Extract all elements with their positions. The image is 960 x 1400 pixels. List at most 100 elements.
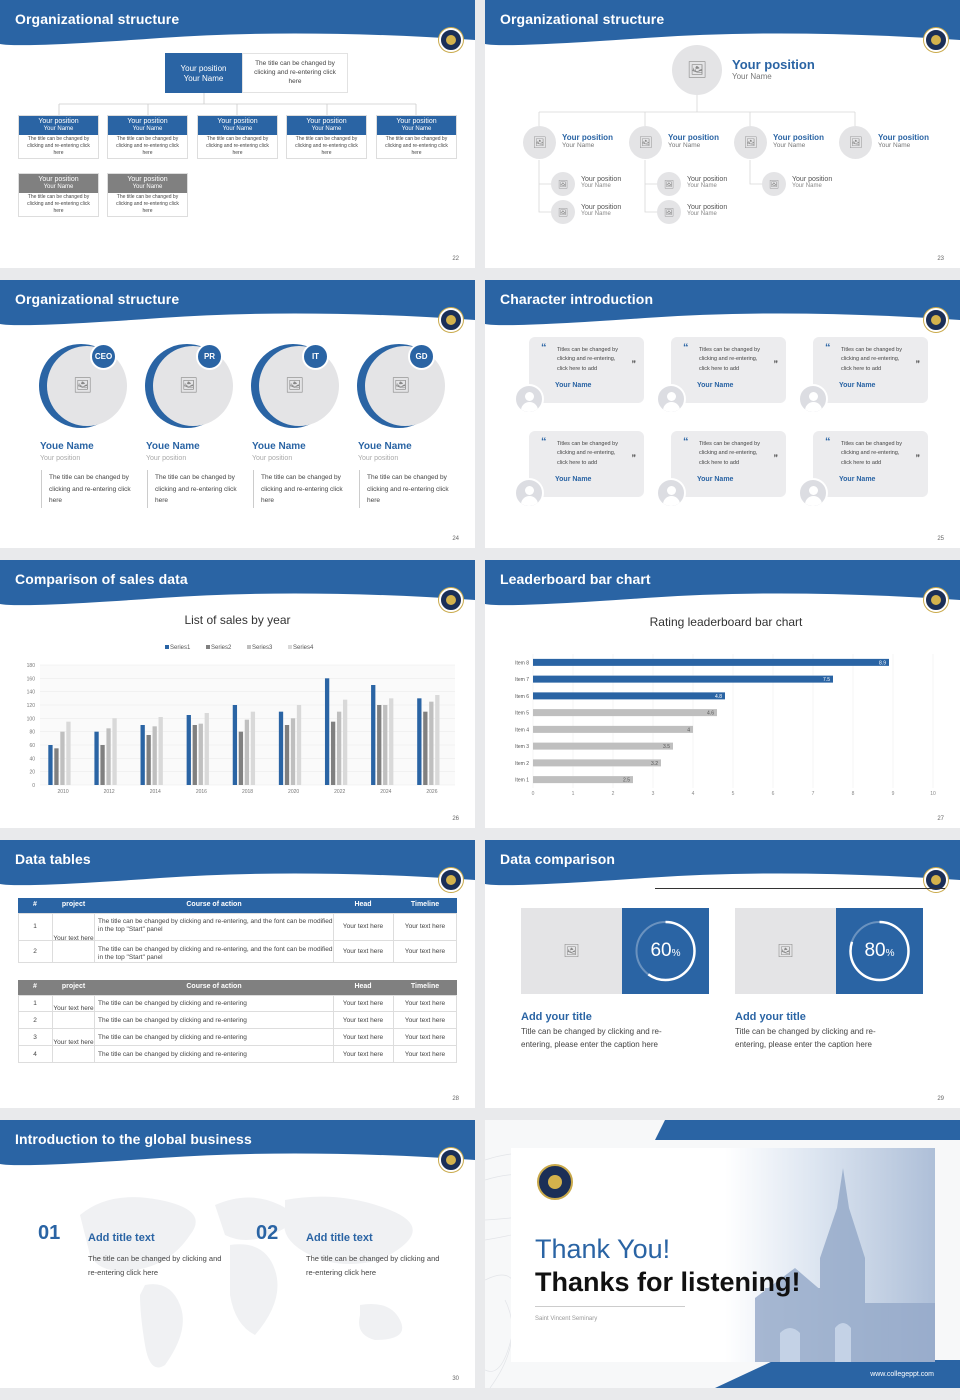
picture-plus-icon: 🖼 [391, 377, 411, 394]
member-avatar: 🖼 [629, 126, 662, 159]
image-placeholder: 🖼 [735, 908, 836, 994]
quote-icon: “ [683, 436, 689, 448]
org-member-box[interactable]: Your position Your Name The title can be c… [18, 173, 99, 217]
org-member-box[interactable]: Your position Your Name The title can be c… [197, 115, 278, 159]
seminary-seal-logo [439, 1148, 463, 1172]
org-note: The title can be changed by clicking and… [206, 135, 269, 156]
seminary-seal-logo [439, 308, 463, 332]
x-tick-label: 2014 [150, 789, 161, 795]
page-number: 23 [937, 256, 944, 262]
slide-28: Data tables # project Course of action Head… [0, 840, 475, 1108]
quote-icon: “ [541, 436, 547, 448]
divider [535, 1306, 685, 1307]
table-row[interactable]: 3 The title can be changed by clicking an… [18, 1029, 457, 1046]
percent-value: 80% [836, 940, 923, 962]
table-header-cell: project [61, 901, 86, 908]
leaderboard-bar-chart: 0 1 2 3 4 5 6 7 8 9 10 Item 8 8.9 Item 7 7.5 Item 6 4.8 I… [515, 654, 936, 797]
y-tick-label: 160 [27, 676, 36, 682]
slide-title: Organizational structure [500, 11, 665, 27]
org-position: Your position [217, 118, 258, 125]
table-row[interactable]: 2 The title can be changed by clicking an… [18, 1012, 457, 1029]
x-tick-label: 6 [772, 791, 775, 797]
y-tick-label: 20 [29, 770, 35, 776]
bar [198, 723, 203, 785]
slide-23: Organizational structure 🖼 Your position… [485, 0, 960, 268]
x-tick-label: 10 [930, 791, 936, 797]
org-name: Your Name [311, 126, 342, 133]
org-member-box[interactable]: Your position Your Name The title can be c… [18, 115, 99, 159]
bar [533, 742, 673, 750]
table-row[interactable]: 1 The title can be changed by clicking an… [18, 913, 457, 941]
slide-title: Organizational structure [15, 11, 180, 27]
org-member-box[interactable]: Your position Your Name The title can be c… [376, 115, 457, 159]
bar [106, 728, 111, 785]
y-tick-label: Item 6 [515, 694, 529, 700]
y-tick-label: Item 8 [515, 660, 529, 666]
user-avatar-icon [514, 384, 544, 414]
x-tick-label: 2022 [334, 789, 345, 795]
member-avatar: 🖼 [657, 200, 681, 224]
bar-value-label: 4.8 [715, 694, 722, 700]
table-header-cell: Head [354, 983, 372, 990]
picture-plus-icon: 🖼 [768, 179, 780, 189]
quote-text: Titles can be changed by clicking and re… [699, 347, 760, 372]
top-position: Your position [732, 57, 815, 72]
x-tick-label: 2010 [57, 789, 68, 795]
percent-panel: 60% [622, 908, 709, 994]
member-divider [253, 470, 254, 508]
world-map-background [80, 1196, 413, 1368]
slide-header: Leaderboard bar chart [485, 560, 960, 612]
org-member-box[interactable]: Your position Your Name The title can be c… [107, 115, 188, 159]
bar [152, 726, 157, 785]
page-number: 29 [937, 1096, 944, 1102]
thank-you-heading: Thank You! [535, 1234, 671, 1264]
org-member-header: Your position Your Name [198, 116, 277, 135]
org-member-header: Your position Your Name [108, 116, 187, 135]
avatar-top: 🖼 [672, 45, 722, 95]
y-tick-label: 120 [27, 703, 36, 709]
quote-card: “ Titles can be changed by clicking and r… [813, 431, 928, 497]
seminary-seal-logo [924, 588, 948, 612]
course-of-action: The title can be changed by clicking and… [98, 1017, 247, 1024]
item-description: The title can be changed by clicking and… [306, 1254, 440, 1278]
bar [146, 735, 151, 785]
table-header-cell: # [33, 901, 37, 908]
org-top-box[interactable]: Your position Your Name [165, 53, 242, 93]
member-position: Your position [358, 455, 399, 462]
bar [324, 678, 330, 785]
quote-text: Titles can be changed by clicking and re… [557, 441, 618, 466]
org-member-box[interactable]: Your position Your Name The title can be c… [286, 115, 367, 159]
head-cell: Your text here [342, 1034, 384, 1041]
slide-title: Organizational structure [15, 291, 180, 307]
org-name: Your Name [132, 126, 163, 133]
website-link[interactable]: www.collegeppt.com [870, 1371, 934, 1378]
card-description: Title can be changed by clicking and re-… [735, 1027, 876, 1049]
slide-header: Organizational structure [485, 0, 960, 52]
timeline-cell: Your text here [404, 1000, 446, 1007]
dept-badge: IT [302, 343, 329, 370]
slide-29: Data comparison 🖼 60% Add your title Title … [485, 840, 960, 1108]
slide-title: Data tables [15, 851, 91, 867]
member-avatar: 🖼 [839, 126, 872, 159]
percent-number: 80 [864, 940, 886, 961]
bar-value-label: 4 [687, 727, 690, 733]
quote-card: “ Titles can be changed by clicking and r… [813, 337, 928, 403]
org-name: Your Name [43, 184, 74, 191]
bar [250, 711, 256, 785]
x-tick-label: 7 [812, 791, 815, 797]
org-position: Your position [306, 118, 347, 125]
org-member-box[interactable]: Your position Your Name The title can be c… [107, 173, 188, 217]
org-name: Your Name [401, 126, 432, 133]
picture-plus-icon: 🖼 [848, 137, 863, 149]
table-row[interactable]: 1 The title can be changed by clicking an… [18, 995, 457, 1012]
table-header-cell: # [33, 983, 37, 990]
member-avatar: 🖼 [762, 172, 786, 196]
card-heading: Add your title [521, 1011, 592, 1023]
user-avatar-icon [798, 478, 828, 508]
bar [290, 718, 296, 785]
slide-title: Leaderboard bar chart [500, 571, 651, 587]
head-cell: Your text here [342, 948, 384, 955]
quote-text: Titles can be changed by clicking and re… [841, 347, 902, 372]
row-number: 2 [33, 948, 37, 955]
member-position: Your position [878, 133, 929, 142]
